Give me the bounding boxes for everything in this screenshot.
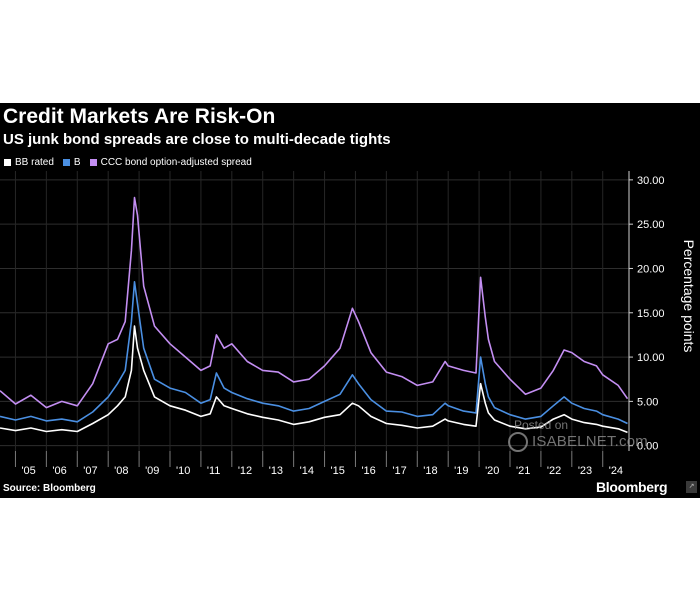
x-tick-label-8: '13 <box>269 465 283 477</box>
y-tick-label-4: 10.00 <box>637 352 665 364</box>
y-tick-label-1: 25.00 <box>637 219 665 231</box>
legend-swatch-bb <box>4 158 11 166</box>
x-tick-label-15: '20 <box>485 465 499 477</box>
x-tick-label-14: '19 <box>454 465 468 477</box>
legend: BB rated B CCC bond option-adjusted spre… <box>4 155 261 169</box>
x-tick-label-10: '15 <box>331 465 345 477</box>
chart-panel: Credit Markets Are Risk-On US junk bond … <box>0 103 700 498</box>
x-tick-label-5: '10 <box>176 465 190 477</box>
bloomberg-logo: Bloomberg <box>596 479 668 495</box>
x-tick-label-4: '09 <box>145 465 159 477</box>
y-axis-label: Percentage points <box>681 240 697 353</box>
chart-title: Credit Markets Are Risk-On <box>3 105 276 128</box>
x-tick-label-11: '16 <box>361 465 375 477</box>
y-tick-label-0: 30.00 <box>637 175 665 187</box>
watermark-logo-icon <box>508 432 528 452</box>
x-tick-label-18: '23 <box>578 465 592 477</box>
x-tick-label-9: '14 <box>300 465 314 477</box>
y-tick-label-3: 15.00 <box>637 308 665 320</box>
x-tick-label-7: '12 <box>238 465 252 477</box>
y-tick-label-2: 20.00 <box>637 263 665 275</box>
x-tick-label-12: '17 <box>392 465 406 477</box>
y-tick-label-6: 0.00 <box>637 441 658 453</box>
x-tick-label-6: '11 <box>207 465 221 477</box>
chart-svg: 30.00 25.00 20.00 15.00 10.00 5.00 0.00 '05 '06 '… <box>0 171 697 477</box>
x-tick-label-17: '22 <box>547 465 561 477</box>
x-tick-label-0: '05 <box>21 465 35 477</box>
x-tick-label-16: '21 <box>516 465 530 477</box>
legend-swatch-b <box>62 158 70 166</box>
x-tick-label-3: '08 <box>114 465 128 477</box>
bloomberg-badge-icon: ↗ <box>686 481 697 493</box>
legend-label-bb: BB rated <box>15 156 54 168</box>
series-line-0 <box>0 196 629 409</box>
x-tick-label-2: '07 <box>83 465 97 477</box>
source-note: Source: Bloomberg <box>3 483 96 494</box>
x-tick-label-19: '24 <box>609 465 623 477</box>
legend-item-ccc: CCC bond option-adjusted spread <box>89 156 252 168</box>
watermark-site: ISABELNET.com <box>532 433 648 450</box>
watermark-posted-on: Posted on <box>514 418 569 432</box>
series-line-1 <box>0 281 628 425</box>
legend-label-ccc: CCC bond option-adjusted spread <box>100 156 252 168</box>
chart-subtitle: US junk bond spreads are close to multi-… <box>3 131 391 148</box>
legend-swatch-ccc <box>89 158 97 166</box>
x-tick-label-1: '06 <box>52 465 66 477</box>
x-tick-label-13: '18 <box>423 465 437 477</box>
series-line-2 <box>0 325 628 434</box>
legend-label-b: B <box>73 156 81 168</box>
legend-item-b: B <box>62 156 81 168</box>
legend-item-bb: BB rated <box>4 157 54 168</box>
y-tick-label-5: 5.00 <box>637 396 658 408</box>
